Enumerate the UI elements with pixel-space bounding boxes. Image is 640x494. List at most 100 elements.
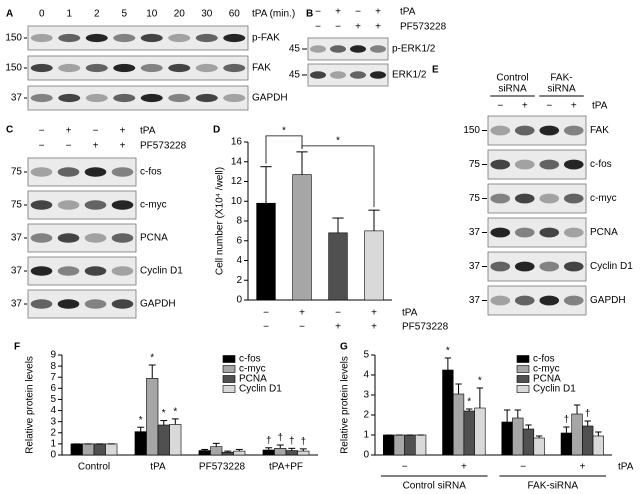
condition-sign: +: [335, 7, 341, 18]
blot-name: PCNA: [140, 233, 168, 244]
x-condition-sign: +: [371, 308, 377, 319]
y-tick-label: 5: [50, 394, 56, 405]
panel-label: A: [6, 9, 13, 20]
band: [30, 299, 53, 309]
band: [85, 63, 108, 73]
legend-label: Cyclin D1: [239, 384, 282, 395]
bar: [522, 428, 535, 456]
band: [57, 299, 80, 309]
x-tick-label: Control: [78, 462, 110, 473]
mw-label: 150: [463, 125, 480, 136]
bar: [233, 450, 246, 456]
band: [490, 159, 511, 170]
group-label: Control: [496, 73, 528, 84]
x-tick-label: +: [461, 462, 467, 473]
blot: [307, 63, 389, 87]
blot-name: p-FAK: [252, 33, 280, 44]
legend-swatch: [516, 375, 530, 383]
band: [84, 266, 107, 276]
panel-label: F: [14, 342, 20, 353]
mw-label: 75: [11, 167, 23, 178]
blot-name: FAK: [252, 63, 271, 74]
lane-label: 20: [174, 9, 186, 20]
band: [168, 63, 191, 73]
mw-label: 37: [11, 233, 23, 244]
y-tick-label: 3: [363, 390, 369, 401]
legend-swatch: [516, 355, 530, 363]
band: [490, 227, 511, 238]
y-tick-label: 8: [50, 361, 56, 372]
band: [85, 33, 108, 43]
legend-label: PCNA: [239, 374, 267, 385]
condition-sign: +: [120, 141, 126, 152]
bar: [442, 369, 454, 456]
bar: [393, 434, 405, 456]
band: [330, 45, 346, 53]
condition-sign: +: [355, 22, 361, 33]
condition-sign: +: [375, 7, 381, 18]
comparison-bracket: [265, 135, 303, 164]
condition-sign: −: [315, 22, 321, 33]
legend-swatch: [516, 385, 530, 393]
blot-name: GAPDH: [252, 93, 288, 104]
y-tick-label: 9: [50, 350, 56, 361]
band: [539, 295, 560, 306]
band: [168, 33, 191, 43]
condition-sign: +: [571, 101, 577, 112]
lane-label: 2: [94, 9, 100, 20]
bar: [274, 448, 287, 456]
bar: [501, 421, 513, 456]
x-condition-sign: +: [335, 322, 341, 333]
x-tick-label: tPA: [150, 462, 166, 473]
y-tick-label: 6: [236, 235, 242, 246]
mw-label: 37: [11, 266, 23, 277]
blot-name: c-myc: [140, 200, 167, 211]
mw-label: 45: [289, 70, 301, 81]
x-tick-label: tPA+PF: [269, 462, 303, 473]
band: [539, 125, 560, 136]
bar: [221, 451, 234, 456]
band: [563, 125, 584, 136]
legend-label: c-fos: [533, 354, 555, 365]
significance-mark: †: [289, 436, 295, 447]
blot-name: PCNA: [590, 227, 618, 238]
blot-name: Cyclin D1: [590, 261, 633, 272]
group-label: FAK-siRNA: [527, 481, 578, 492]
mw-label: 37: [469, 295, 481, 306]
group-label: siRNA: [498, 84, 527, 95]
band: [30, 33, 53, 43]
band: [140, 33, 163, 43]
blot-name: Cyclin D1: [140, 266, 183, 277]
significance-mark: †: [564, 415, 570, 426]
condition-sign: −: [315, 7, 321, 18]
lane-title: tPA (min.): [252, 9, 295, 20]
mw-label: 45: [289, 44, 301, 55]
band: [57, 266, 80, 276]
y-axis-label: Relative protein levels: [340, 356, 351, 454]
band: [30, 200, 53, 210]
band: [563, 227, 584, 238]
band: [111, 200, 134, 210]
panel-label: C: [6, 125, 13, 136]
band: [84, 200, 107, 210]
bar: [463, 410, 475, 456]
significance-mark: †: [300, 437, 306, 448]
legend-label: c-myc: [239, 364, 266, 375]
bar: [560, 432, 573, 456]
mw-label: 37: [469, 261, 481, 272]
y-tick-label: 7: [50, 372, 56, 383]
blot: [307, 37, 389, 61]
bar: [452, 393, 465, 456]
band: [195, 63, 218, 73]
band: [111, 233, 134, 243]
lane-label: 60: [229, 9, 241, 20]
bar: [404, 434, 416, 456]
y-tick-label: 14: [231, 156, 243, 167]
band: [111, 299, 134, 309]
significance-mark: *: [336, 136, 340, 147]
significance-mark: *: [467, 397, 471, 408]
bar: [262, 449, 275, 456]
lane-label: 1: [66, 9, 72, 20]
blot-name: ERK1/2: [392, 70, 427, 81]
y-tick-label: 6: [50, 383, 56, 394]
